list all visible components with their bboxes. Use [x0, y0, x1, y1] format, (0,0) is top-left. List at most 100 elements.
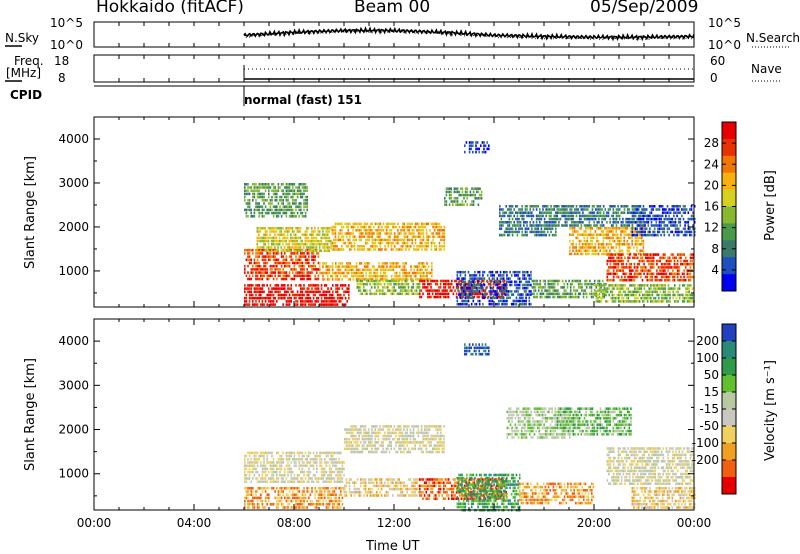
data-cell	[338, 271, 340, 275]
data-cell	[399, 278, 401, 281]
data-cell	[373, 268, 375, 272]
data-cell	[269, 264, 272, 268]
data-cell	[410, 274, 412, 278]
data-cell	[260, 264, 262, 268]
data-cell	[531, 227, 533, 230]
data-cell	[475, 302, 478, 306]
data-cell	[352, 235, 354, 238]
data-cell	[550, 230, 552, 234]
data-cell	[662, 269, 665, 272]
data-cell	[584, 282, 586, 286]
data-cell	[685, 230, 688, 234]
data-cell	[602, 239, 605, 243]
data-cell	[693, 205, 696, 208]
data-cell	[640, 253, 642, 256]
data-cell	[578, 249, 581, 252]
data-cell	[684, 227, 686, 230]
data-cell	[420, 295, 423, 299]
data-cell	[300, 290, 302, 294]
data-cell	[311, 264, 313, 268]
data-cell	[359, 278, 361, 281]
data-cell	[585, 282, 588, 286]
data-cell	[432, 232, 434, 235]
data-cell	[244, 296, 246, 300]
data-cell	[355, 271, 358, 275]
data-cell	[421, 268, 423, 272]
data-cell	[276, 264, 278, 268]
data-cell	[290, 284, 292, 287]
data-cell	[580, 252, 582, 256]
data-cell	[285, 303, 288, 306]
data-cell	[295, 258, 297, 262]
data-cell	[255, 461, 257, 464]
data-cell	[248, 192, 251, 196]
data-cell	[406, 292, 408, 296]
data-cell	[553, 205, 555, 208]
data-cell	[336, 248, 338, 251]
data-cell	[282, 202, 284, 205]
data-cell	[404, 282, 407, 286]
data-cell	[304, 243, 307, 246]
data-cell	[353, 222, 356, 226]
data-cell	[306, 227, 308, 230]
data-cell	[258, 202, 260, 205]
data-cell	[282, 261, 284, 265]
data-cell	[636, 221, 638, 224]
data-cell	[336, 293, 339, 297]
data-cell	[620, 227, 622, 230]
data-cell	[517, 277, 519, 280]
data-cell	[431, 262, 433, 265]
data-cell	[317, 284, 320, 287]
data-cell	[282, 211, 284, 215]
data-cell	[591, 214, 594, 218]
data-cell	[467, 299, 470, 303]
data-cell	[559, 217, 562, 221]
data-cell	[308, 274, 310, 278]
data-cell	[607, 236, 609, 240]
data-cell	[607, 230, 609, 233]
data-cell	[447, 279, 450, 283]
data-cell	[637, 230, 640, 234]
data-cell	[303, 255, 305, 258]
data-cell	[309, 243, 311, 246]
data-cell	[571, 295, 574, 299]
data-cell	[578, 211, 581, 214]
data-cell	[526, 224, 528, 227]
data-cell	[674, 227, 677, 230]
data-cell	[656, 269, 658, 272]
data-cell	[388, 282, 391, 286]
data-cell	[672, 296, 674, 300]
data-cell	[331, 241, 334, 245]
data-cell	[349, 235, 351, 238]
data-cell	[549, 289, 551, 292]
data-cell	[288, 230, 291, 233]
data-cell	[285, 195, 288, 199]
data-cell	[402, 286, 405, 289]
data-cell	[461, 280, 463, 284]
data-cell	[638, 262, 641, 266]
data-cell	[311, 300, 313, 303]
data-cell	[267, 246, 270, 249]
data-cell	[650, 211, 653, 214]
data-cell	[383, 274, 385, 278]
data-cell	[679, 221, 682, 224]
data-cell	[504, 302, 507, 306]
data-cell	[271, 480, 273, 483]
data-cell	[639, 230, 642, 234]
data-cell	[677, 287, 679, 290]
data-cell	[363, 245, 366, 248]
data-cell	[386, 286, 389, 289]
data-cell	[525, 270, 527, 274]
data-cell	[244, 454, 246, 458]
data-cell	[427, 265, 430, 268]
data-cell	[586, 233, 589, 236]
data-cell	[269, 451, 272, 455]
data-cell	[619, 300, 622, 303]
data-cell	[680, 275, 682, 279]
data-cell	[668, 278, 671, 282]
data-cell	[419, 229, 422, 232]
data-cell	[609, 266, 612, 269]
data-cell	[385, 222, 388, 226]
data-cell	[256, 480, 259, 483]
data-cell	[250, 248, 252, 252]
